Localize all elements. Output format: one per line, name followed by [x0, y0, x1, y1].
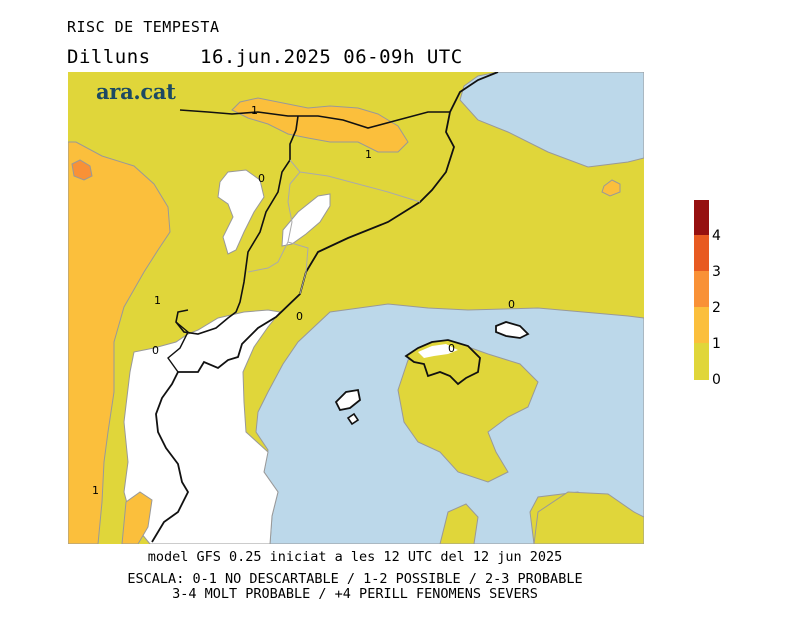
- scale-description-line-1: ESCALA: 0-1 NO DESCARTABLE / 1-2 POSSIBL…: [127, 571, 583, 587]
- province-borders: [247, 159, 421, 295]
- border-aragon: [175, 115, 299, 335]
- legend-swatch-1-2: [694, 307, 709, 343]
- storm-risk-map: 1 1 0 0 0 1 0 0 1: [68, 72, 644, 544]
- brand-logo: ara.cat: [96, 79, 176, 104]
- contour-label: 0: [152, 344, 159, 357]
- island-menorca: [495, 321, 530, 339]
- southern-risk-area: [533, 491, 644, 544]
- island-mallorca-white: [418, 344, 458, 358]
- legend-label: 3: [712, 264, 721, 280]
- risk-0-area-west: [123, 309, 281, 544]
- legend-label: 2: [712, 300, 721, 316]
- legend-label: 0: [712, 372, 721, 388]
- border-valencia: [167, 321, 189, 373]
- contour-label: 0: [258, 172, 265, 185]
- contour-label: 0: [448, 342, 455, 355]
- risk-2-3-area: [71, 159, 93, 181]
- legend-swatch-0-1: [694, 343, 709, 380]
- map-title: RISC DE TEMPESTA: [67, 18, 220, 36]
- contour-label: 0: [296, 310, 303, 323]
- model-info: model GFS 0.25 iniciat a les 12 UTC del …: [147, 549, 563, 565]
- contour-label: 1: [251, 104, 258, 117]
- legend-swatch-3-4: [694, 235, 709, 271]
- legend-swatch-2-3: [694, 271, 709, 307]
- scale-description-line-2: 3-4 MOLT PROBABLE / +4 PERILL FENOMENS S…: [172, 586, 538, 602]
- risk-1-2-area-south: [121, 491, 153, 544]
- contour-labels: 1 1 0 0 0 1 0 0 1: [92, 104, 515, 497]
- forecast-day: Dilluns: [67, 46, 151, 68]
- border-france: [179, 109, 450, 129]
- map-subtitle: Dilluns 16.jun.2025 06-09h UTC: [67, 46, 463, 68]
- legend-label: 4: [712, 228, 721, 244]
- contour-label: 1: [92, 484, 99, 497]
- sea-area-north: [459, 72, 644, 168]
- contour-label: 1: [154, 294, 161, 307]
- risk-1-2-area-east: [601, 179, 621, 197]
- contour-label: 0: [508, 298, 515, 311]
- legend-swatch-4-plus: [694, 200, 709, 235]
- risk-0-area-north-1: [217, 169, 265, 255]
- southern-risk-area-small: [439, 503, 479, 544]
- legend-label: 1: [712, 336, 721, 352]
- contour-label: 1: [365, 148, 372, 161]
- risk-1-2-area-north: [231, 97, 409, 153]
- coastline: [449, 72, 499, 113]
- island-formentera: [346, 412, 360, 426]
- forecast-datetime: 16.jun.2025 06-09h UTC: [200, 46, 463, 68]
- risk-1-2-area-west: [68, 141, 171, 544]
- island-ibiza: [334, 388, 361, 412]
